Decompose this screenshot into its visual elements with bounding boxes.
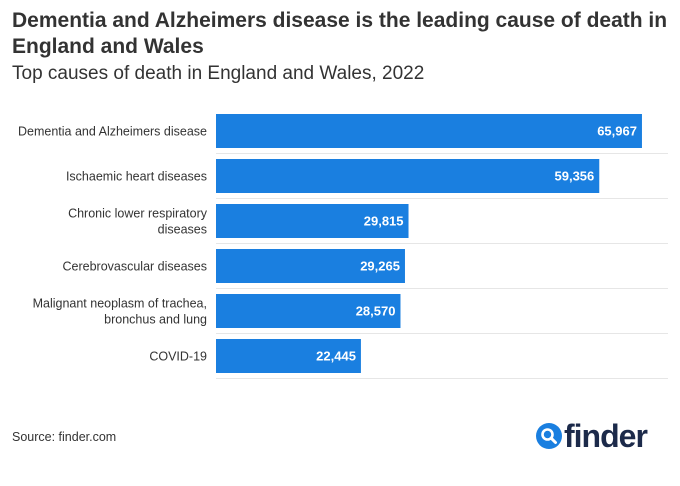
bar [216, 204, 409, 238]
value-label: 29,265 [360, 259, 400, 274]
category-label: Cerebrovascular diseases [62, 260, 207, 274]
bar [216, 294, 401, 328]
bar-chart: 65,967 Dementia and Alzheimers disease 59,… [18, 114, 668, 379]
value-label: 22,445 [316, 349, 356, 364]
value-label: 59,356 [555, 169, 595, 184]
value-label: 65,967 [597, 124, 637, 139]
bar [216, 159, 600, 193]
logo-wordmark: finder [564, 418, 648, 454]
category-label: Ischaemic heart diseases [66, 170, 207, 184]
category-label: COVID-19 [149, 350, 207, 364]
finder-logo: finder [536, 418, 648, 454]
bar [216, 114, 642, 148]
search-icon [536, 423, 562, 449]
category-label: Dementia and Alzheimers disease [18, 125, 207, 139]
category-label: Chronic lower respiratory diseases [68, 207, 208, 237]
value-label: 28,570 [356, 304, 396, 319]
value-label: 29,815 [364, 214, 404, 229]
category-label: Malignant neoplasm of trachea, bronchus a… [33, 297, 207, 327]
bar [216, 339, 361, 373]
chart-title: Dementia and Alzheimers disease is the l… [12, 9, 668, 58]
chart-subtitle: Top causes of death in England and Wales… [12, 63, 425, 84]
bar [216, 249, 405, 283]
source-note: Source: finder.com [12, 430, 117, 444]
